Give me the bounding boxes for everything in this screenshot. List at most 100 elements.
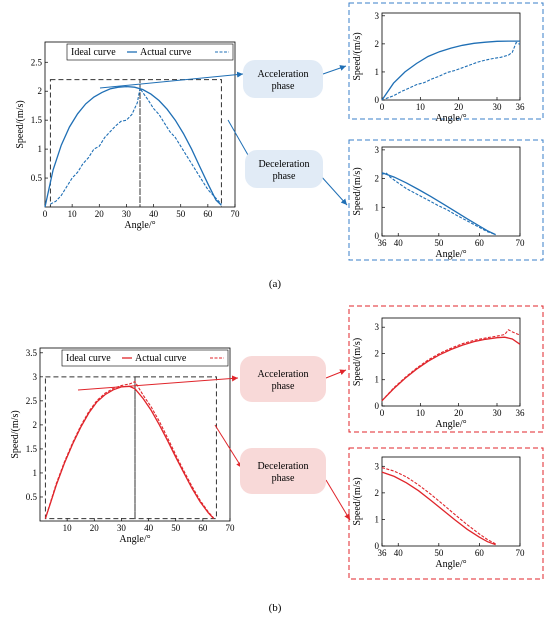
chart-b-deceleration: 36 40 50 60 70 0 1 2 3 Angle/° Speed/(m/s) [352,456,526,570]
legend-label-ideal: Ideal curve [66,353,111,364]
chart-a-deceleration: 36 40 50 60 70 0 1 2 3 Angle/° Speed/(m/s) [352,145,525,260]
x-tick-label: 60 [198,523,208,533]
plot-frame [381,317,521,407]
y-tick-label: 2 [375,39,380,49]
y-tick-label: 1 [375,375,380,385]
bubble-text: Acceleration [257,369,308,380]
y-tick-label: 2 [38,86,43,96]
callout-arrow [214,424,243,469]
y-axis-label: Speed/(m/s) [352,338,363,386]
x-tick-label: 0 [380,408,385,418]
legend-label-actual: Actual curve [135,353,187,364]
y-tick-label: 1 [375,67,380,77]
x-tick-label: 60 [203,209,213,219]
y-axis-label: Speed/(m/s) [352,477,363,525]
panel-a-label: (a) [269,278,282,290]
x-tick-label: 30 [493,102,503,112]
series-line-ideal-curve [44,385,215,520]
legend-box [66,43,234,61]
panel-a: 0 10 20 30 40 50 60 700.511.522.5Angle/°Speed/(… [15,2,544,290]
x-tick-label: 40 [394,238,404,248]
x-tick-label: 20 [454,102,464,112]
y-tick-label: 1 [375,202,380,212]
plot-frame [381,456,521,547]
zoom-region-acceleration [49,79,141,208]
y-tick-label: 0.5 [31,173,43,183]
series-line-ideal-curve [381,336,521,402]
x-tick-label: 10 [416,408,426,418]
series-line-ideal-curve [44,85,222,208]
chart-b-main: 10 20 30 40 50 60 70 0.5 1 1.5 2 2.5 3 3.5 Angle/° Spee… [10,347,235,545]
bubble-shape [240,448,326,494]
y-tick-label: 3 [375,461,380,471]
x-tick-label: 70 [516,238,526,248]
x-tick-label: 30 [122,209,132,219]
bubble-text: Acceleration [257,69,308,80]
series-line-ideal-curve [381,471,496,546]
series-line-actual-curve [50,86,222,205]
y-tick-label: 2 [375,174,380,184]
y-tick-label: 2.5 [26,396,38,406]
callout-arrow [319,174,348,206]
x-tick-label: 50 [434,238,444,248]
zoom-region-deceleration [134,376,217,520]
x-axis-label: Angle/° [435,559,466,570]
x-tick-label: 70 [231,209,241,219]
y-tick-label: 2 [375,488,380,498]
x-tick-label: 60 [475,548,485,558]
y-tick-label: 2.5 [31,57,43,67]
bubble-shape [240,356,326,402]
x-tick-label: 50 [434,548,444,558]
bubble-shape [245,150,323,188]
y-tick-label: 1 [375,514,380,524]
x-axis-label: Angle/° [435,249,466,260]
bubble-text: phase [272,473,295,484]
legend: Ideal curve Actual curve [61,349,229,367]
legend: Ideal curve Actual curve [66,43,234,61]
series-line-actual-curve [381,329,521,402]
plot-frame [381,12,521,101]
y-axis-label: Speed/(m/s) [352,167,363,215]
plot-frame [381,146,521,237]
x-tick-label: 40 [144,523,154,533]
y-tick-label: 0 [375,231,380,241]
plot-frame [39,347,231,522]
y-tick-label: 1.5 [26,444,38,454]
callout-arrow [322,65,347,75]
zoom-box-a-acceleration [348,2,544,120]
bubble-text: phase [272,81,295,92]
x-tick-label: 60 [475,238,485,248]
zoom-region-acceleration [44,376,136,520]
chart-a-main: 0 10 20 30 40 50 60 70 0.5 1 1.5 2 2.5 Angle/° Speed/(… [15,41,241,231]
x-tick-label: 70 [516,548,526,558]
x-tick-label: 50 [171,523,181,533]
chart-b-acceleration: 0 10 20 30 36 0 1 2 3 Angle/° Speed/(m/s) [352,317,526,430]
x-tick-label: 10 [416,102,426,112]
y-tick-label: 1 [33,468,38,478]
bubble-text: Deceleration [258,159,309,170]
bubble-shape [243,60,323,98]
x-tick-label: 10 [68,209,78,219]
x-tick-label: 36 [516,408,526,418]
callout-arrow [77,375,239,391]
zoom-box-b-acceleration [348,305,544,433]
y-axis-label: Speed/(m/s) [10,410,21,458]
legend-box [61,349,229,367]
x-tick-label: 40 [394,548,404,558]
x-tick-label: 10 [63,523,73,533]
x-tick-label: 36 [378,548,388,558]
y-tick-label: 3.5 [26,348,38,358]
x-tick-label: 30 [493,408,503,418]
x-axis-label: Angle/° [124,220,155,231]
x-tick-label: 20 [95,209,105,219]
zoom-box-a-deceleration [348,139,544,261]
callout-arrow [325,479,351,521]
series-line-actual-curve [44,380,215,519]
panel-b-label: (b) [269,602,282,614]
